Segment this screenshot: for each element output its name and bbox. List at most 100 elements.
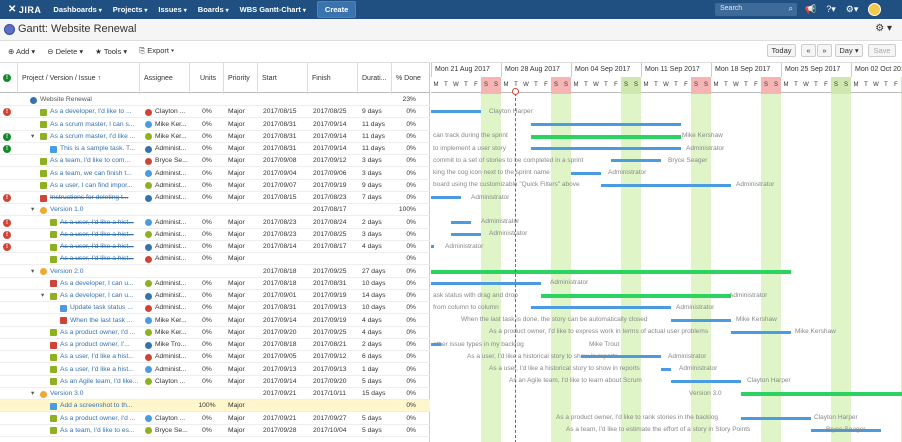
table-row[interactable]: As a user, I'd like a hist... Administ...… [0, 253, 430, 266]
previous-button[interactable]: « [801, 44, 816, 57]
issue-summary-link[interactable]: As a scrum master, I'd like ... [50, 132, 136, 140]
table-row[interactable]: As a team, I'd like to com... Bryce Se...… [0, 155, 430, 168]
column-header-finish[interactable]: Finish [308, 63, 358, 94]
expand-toggle-icon[interactable]: ▾ [31, 390, 35, 397]
issue-summary-link[interactable]: As a team, I'd like to es... [60, 426, 135, 434]
issue-summary-link[interactable]: As a user, I can find impor... [50, 181, 133, 189]
issue-summary-link[interactable]: As a user, I'd like a hist... [60, 353, 134, 361]
issue-summary-link[interactable]: As a scrum master, I can s... [50, 120, 135, 128]
search-input[interactable]: Search ⌕ [715, 3, 797, 16]
jira-logo[interactable]: ✕ JIRA [8, 4, 41, 15]
export-button[interactable]: ⎘ Export ▾ [139, 46, 175, 55]
issue-summary-link[interactable]: As a user, I'd like a hist... [60, 243, 134, 250]
task-bar[interactable] [811, 428, 881, 432]
table-row[interactable]: Add a screenshot to th... 100% Major 0% [0, 400, 430, 413]
project-row[interactable]: Website Renewal 23% [0, 94, 430, 107]
table-row[interactable]: As a team, I'd like to es... Bryce Se... 0… [0, 425, 430, 437]
task-bar[interactable] [431, 281, 541, 285]
column-header-start[interactable]: Start [258, 63, 308, 94]
table-row[interactable]: As a user, I'd like a hist... Administ...… [0, 351, 430, 364]
column-header-units[interactable]: Units [190, 63, 224, 94]
next-button[interactable]: » [817, 44, 832, 57]
task-bar[interactable] [531, 122, 681, 126]
expand-toggle-icon[interactable]: ▾ [31, 206, 35, 214]
expand-toggle-icon[interactable]: ▾ [31, 267, 35, 275]
column-header-assignee[interactable]: Assignee [140, 63, 190, 94]
issue-summary-link[interactable]: Add a screenshot to th... [60, 402, 133, 410]
table-row[interactable]: As a user, I'd like a hist... Administ...… [0, 364, 430, 376]
task-bar[interactable] [571, 171, 601, 175]
issue-summary-link[interactable]: As a developer, I'd like to ... [50, 108, 132, 116]
issue-summary-link[interactable]: Update task status ... [70, 304, 133, 312]
version-row[interactable]: ▾ Version 3.0 2017/09/21 2017/10/11 15 days 0… [0, 388, 430, 401]
task-bar[interactable] [431, 245, 434, 248]
issue-summary-link[interactable]: As a product owner, I'd ... [60, 414, 136, 422]
issue-summary-link[interactable]: As a product owner, I'... [60, 341, 130, 348]
today-button[interactable]: Today [767, 44, 796, 57]
nav-issues[interactable]: Issues ▾ [158, 5, 187, 14]
task-bar[interactable] [661, 367, 671, 371]
task-bar[interactable] [451, 232, 481, 236]
table-row[interactable]: ! As a developer, I'd like to ... Clayton … [0, 106, 430, 119]
table-row[interactable]: As a product owner, I'... Mike Tro... 0% Ma… [0, 339, 430, 352]
delete-button[interactable]: ⊖ Delete ▾ [47, 46, 84, 56]
column-header-priority[interactable]: Priority [224, 63, 258, 94]
issue-summary-link[interactable]: As a user, I'd like a hist... [60, 365, 134, 373]
gear-icon[interactable]: ⚙▾ [845, 4, 859, 14]
issue-summary-link[interactable]: When the last task ... [70, 316, 133, 324]
issue-summary-link[interactable]: Instructions for deleting t... [50, 194, 129, 201]
summary-bar[interactable] [531, 134, 681, 139]
add-button[interactable]: ⊕ Add ▾ [8, 46, 36, 56]
task-bar[interactable] [531, 147, 681, 150]
issue-summary-link[interactable]: This is a sample task. T... [60, 145, 135, 152]
issue-summary-link[interactable]: As a user, I'd like a hist... [60, 218, 134, 226]
summary-bar[interactable] [541, 294, 731, 298]
summary-bar[interactable] [741, 392, 902, 396]
task-bar[interactable] [601, 183, 731, 187]
table-row[interactable]: ! As a user, I'd like a hist... Administ..… [0, 241, 430, 254]
table-row[interactable]: ! Instructions for deleting t... Administ.… [0, 192, 430, 205]
nav-boards[interactable]: Boards ▾ [197, 5, 229, 14]
issue-summary-link[interactable]: As an Agile team, I'd like... [60, 377, 139, 385]
table-row[interactable]: When the last task ... Mike Ker... 0% Major… [0, 315, 430, 327]
column-header-duration[interactable]: Durati... [358, 63, 392, 94]
table-row[interactable]: As a product owner, I'd ... Mike Ker... 0%… [0, 327, 430, 339]
task-bar[interactable] [671, 379, 741, 383]
table-row[interactable]: As a developer, I can u... Administ... 0% M… [0, 278, 430, 290]
issue-summary-link[interactable]: As a user, I'd like a hist... [60, 255, 134, 263]
issue-summary-link[interactable]: As a developer, I can u... [60, 279, 134, 287]
table-row[interactable]: ! This is a sample task. T... Administ... 0… [0, 143, 430, 156]
issue-summary-link[interactable]: As a product owner, I'd ... [60, 328, 136, 336]
summary-bar[interactable] [431, 269, 791, 274]
task-bar[interactable] [451, 220, 471, 224]
table-row[interactable]: As a user, I can find impor... Administ..… [0, 180, 430, 192]
version-row[interactable]: ▾ Version 1.0 2017/08/17 100% [0, 204, 430, 217]
issue-summary-link[interactable]: Version 3.0 [50, 390, 84, 397]
task-bar[interactable] [431, 343, 441, 346]
table-row[interactable]: As an Agile team, I'd like... Clayton ...… [0, 376, 430, 388]
version-row[interactable]: ▾ Version 2.0 2017/08/18 2017/09/25 27 days 0… [0, 266, 430, 278]
issue-summary-link[interactable]: As a developer, I can u... [60, 292, 134, 299]
save-button[interactable]: Save [868, 44, 896, 57]
table-row[interactable]: As a scrum master, I can s... Mike Ker...… [0, 119, 430, 131]
task-bar[interactable] [431, 196, 461, 199]
issue-summary-link[interactable]: As a team, I'd like to com... [50, 157, 131, 165]
nav-projects[interactable]: Projects ▾ [112, 5, 148, 14]
tools-button[interactable]: ★ Tools ▾ [95, 46, 128, 56]
nav-dashboards[interactable]: Dashboards ▾ [53, 5, 102, 14]
table-row[interactable]: ▾ As a developer, I can u... Administ... 0%… [0, 290, 430, 303]
task-bar[interactable] [741, 416, 811, 420]
nav-wbs-gantt-chart[interactable]: WBS Gantt-Chart ▾ [239, 5, 306, 14]
table-row[interactable]: As a product owner, I'd ... Clayton ... 0%… [0, 413, 430, 425]
table-row[interactable]: Update task status ... Administ... 0% Major… [0, 302, 430, 315]
column-header-done[interactable]: % Done [396, 75, 421, 82]
expand-toggle-icon[interactable]: ▾ [31, 132, 35, 140]
issue-summary-link[interactable]: Version 1.0 [50, 206, 84, 214]
zoom-select[interactable]: Day ▾ [835, 44, 863, 57]
issue-summary-link[interactable]: Version 2.0 [50, 267, 84, 275]
issue-summary-link[interactable]: Website Renewal [40, 96, 92, 103]
table-row[interactable]: ! As a user, I'd like a hist... Administ..… [0, 229, 430, 241]
settings-gear-icon[interactable]: ⚙ ▾ [875, 23, 892, 34]
task-bar[interactable] [611, 159, 661, 163]
task-bar[interactable] [431, 110, 481, 114]
